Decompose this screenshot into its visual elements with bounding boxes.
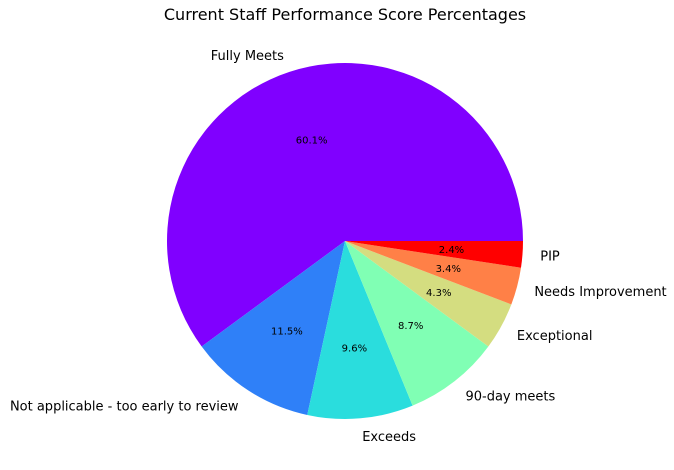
pie-slice-5	[345, 241, 521, 305]
slice-category-label-0: Fully Meets	[211, 49, 284, 64]
slice-percent-label-2: 9.6%	[342, 343, 367, 354]
slice-category-label-6: PIP	[540, 250, 560, 265]
pie-slice-2	[307, 241, 413, 419]
slice-percent-label-4: 4.3%	[426, 288, 451, 299]
percent-labels-group: 60.1% 11.5% 9.6% 8.7% 4.3% 3.4% 2.4%	[271, 136, 464, 355]
slices-group	[167, 63, 524, 419]
pie-slice-0	[167, 63, 524, 347]
slice-percent-label-1: 11.5%	[271, 327, 303, 338]
slice-percent-label-0: 60.1%	[296, 136, 328, 147]
slice-category-label-1: Not applicable - too early to review	[10, 399, 239, 414]
slice-category-label-3: 90-day meets	[465, 389, 555, 404]
slice-percent-label-5: 3.4%	[436, 264, 461, 275]
category-labels-group: Fully Meets Not applicable - too early to…	[10, 49, 667, 445]
slice-category-label-4: Exceptional	[517, 329, 593, 344]
slice-category-label-2: Exceeds	[362, 430, 416, 445]
pie-slice-1	[201, 241, 345, 415]
slice-category-label-5: Needs Improvement	[534, 285, 666, 300]
pie-slice-6	[345, 241, 523, 268]
slice-percent-label-6: 2.4%	[439, 245, 464, 256]
pie-slice-3	[345, 241, 489, 406]
pie-slice-4	[345, 241, 512, 347]
slice-percent-label-3: 8.7%	[398, 321, 423, 332]
chart-title: Current Staff Performance Score Percenta…	[164, 5, 526, 24]
